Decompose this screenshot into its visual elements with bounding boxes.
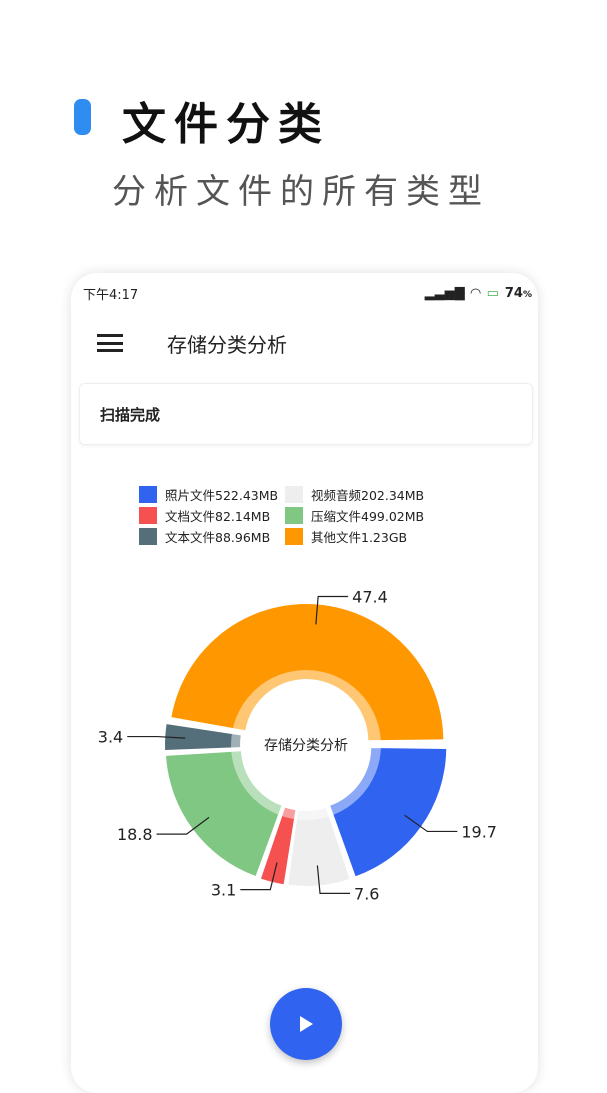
- donut-slice: [171, 604, 444, 741]
- promo-subtitle: 分析文件的所有类型: [112, 172, 490, 212]
- legend-label: 其他文件1.23GB: [311, 530, 408, 545]
- battery-unit: %: [522, 289, 532, 300]
- leader-line: [240, 862, 278, 891]
- wifi-icon: ◠: [470, 285, 481, 301]
- leader-line: [127, 735, 186, 739]
- toolbar: 存储分类分析: [71, 323, 538, 363]
- signal-icon: ▂▃▅▇: [424, 285, 465, 301]
- slice-value-label: 3.1: [211, 881, 236, 900]
- status-bar: 下午4:17 ▂▃▅▇ ◠ ▭ 74%: [83, 283, 532, 303]
- legend-swatch: [139, 486, 157, 503]
- promo-title: 文件分类: [122, 99, 330, 150]
- legend-swatch: [285, 507, 303, 524]
- legend-swatch: [139, 528, 157, 545]
- leader-line: [156, 816, 210, 835]
- status-time: 下午4:17: [83, 287, 139, 303]
- donut-slice: [165, 724, 241, 751]
- battery-level: 74: [504, 285, 523, 301]
- chart-legend: 照片文件522.43MB 视频音频202.34MB 文档文件82.14MB 压缩文件4…: [139, 486, 435, 545]
- accent-bar: [74, 99, 91, 135]
- slice-value-label: 7.6: [354, 884, 379, 903]
- slice-value-label: 19.7: [461, 822, 497, 841]
- center-label: 存储分类分析: [264, 738, 348, 754]
- play-icon: [300, 1016, 313, 1032]
- donut-slice: [260, 807, 296, 885]
- leader-line: [404, 814, 458, 833]
- donut-slice: [166, 751, 282, 877]
- leader-line: [315, 595, 349, 625]
- donut-hole: [244, 683, 368, 807]
- page-title: 存储分类分析: [167, 332, 287, 357]
- slice-value-label: 3.4: [98, 728, 123, 747]
- legend-swatch: [139, 507, 157, 524]
- slice-value-label: 18.8: [117, 825, 153, 844]
- legend-item: 其他文件1.23GB: [285, 528, 435, 545]
- play-button[interactable]: [270, 988, 342, 1060]
- legend-item: 视频音频202.34MB: [285, 486, 435, 503]
- legend-item: 照片文件522.43MB: [139, 486, 285, 503]
- scan-status-card: 扫描完成: [79, 383, 533, 445]
- legend-label: 文档文件82.14MB: [165, 509, 271, 524]
- battery-icon: ▭: [486, 285, 499, 301]
- legend-label: 照片文件522.43MB: [165, 488, 279, 503]
- menu-icon[interactable]: [97, 334, 123, 352]
- legend-item: 文本文件88.96MB: [139, 528, 285, 545]
- donut-chart: 19.7 7.6 3.1 18.8 3.4 47.4 存储分类分析: [98, 587, 497, 903]
- legend-item: 文档文件82.14MB: [139, 507, 285, 524]
- legend-swatch: [285, 486, 303, 503]
- legend-label: 文本文件88.96MB: [165, 530, 271, 545]
- legend-label: 压缩文件499.02MB: [311, 509, 425, 524]
- donut-slice: [330, 748, 447, 877]
- leader-line: [316, 865, 351, 894]
- phone-screen: 下午4:17 ▂▃▅▇ ◠ ▭ 74% 存储分类分析 扫描完成 照片文件522.…: [71, 273, 538, 1093]
- inner-ring: [231, 670, 381, 820]
- slice-value-label: 47.4: [352, 587, 388, 606]
- legend-label: 视频音频202.34MB: [311, 488, 425, 503]
- scan-status: 扫描完成: [100, 406, 161, 424]
- legend-swatch: [285, 528, 303, 545]
- donut-slice: [288, 807, 350, 886]
- legend-item: 压缩文件499.02MB: [285, 507, 435, 524]
